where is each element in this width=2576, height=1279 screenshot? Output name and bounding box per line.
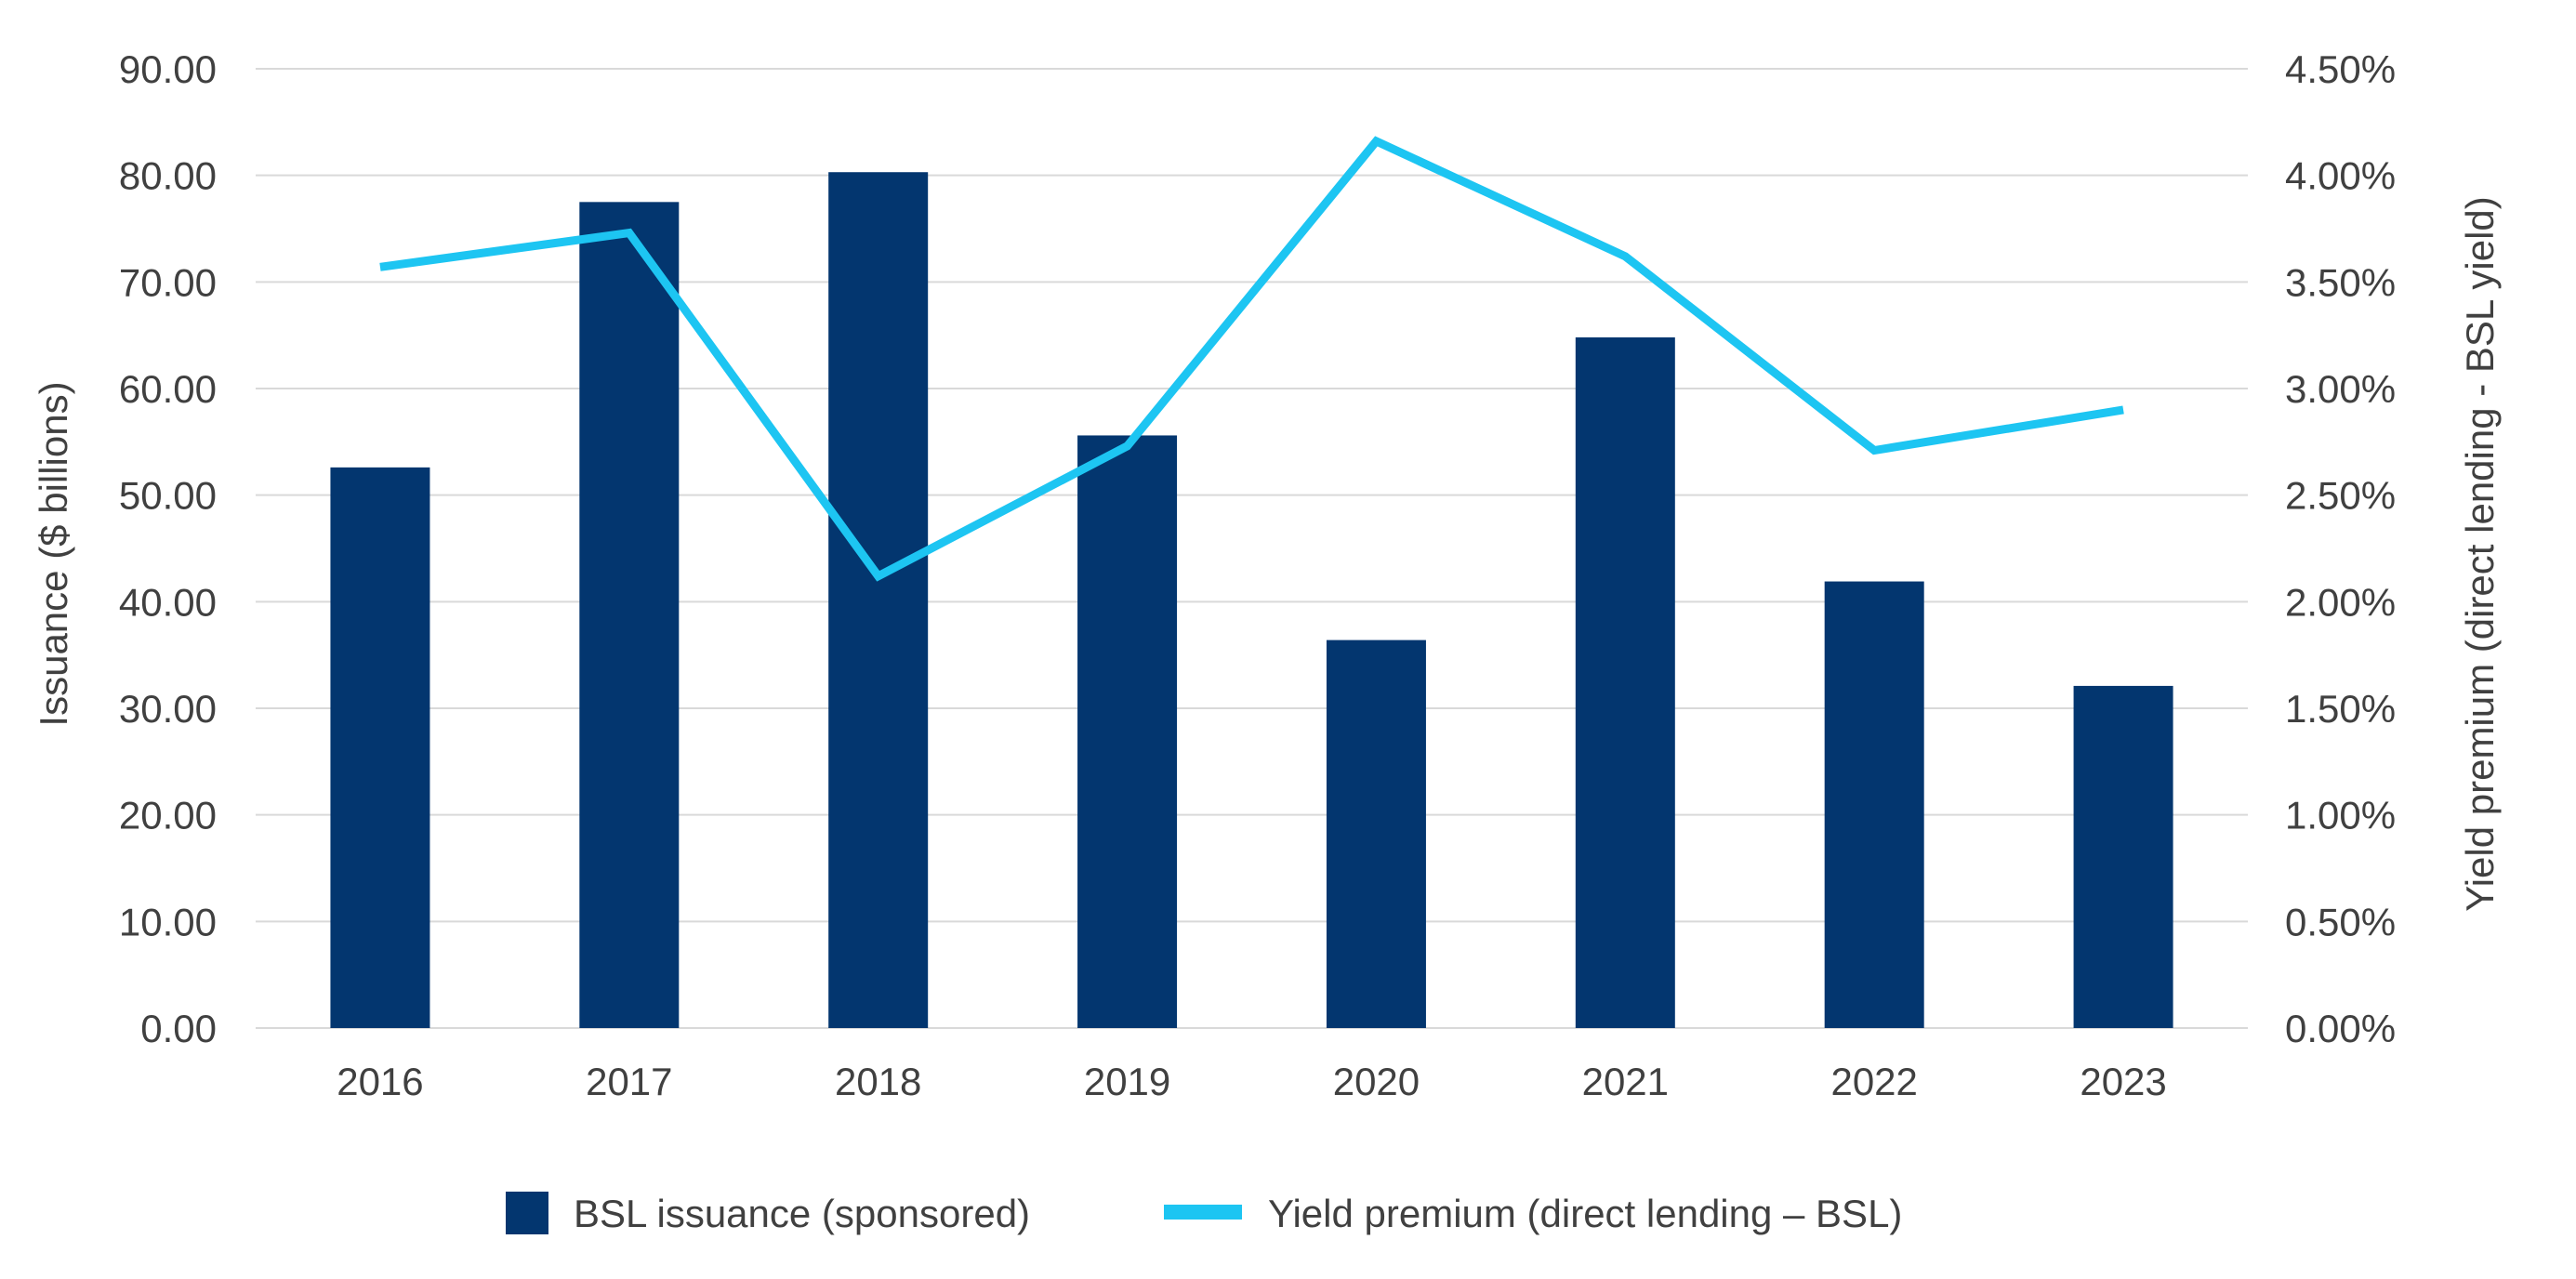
legend-label-line: Yield premium (direct lending – BSL) (1268, 1192, 1902, 1235)
legend: BSL issuance (sponsored) Yield premium (… (506, 1192, 1902, 1235)
y2-tick-label: 3.50% (2285, 260, 2396, 304)
y-tick-label: 80.00 (119, 154, 217, 198)
y-tick-label: 60.00 (119, 367, 217, 411)
legend-label-bar: BSL issuance (sponsored) (574, 1192, 1030, 1235)
y2-tick-label: 1.00% (2285, 794, 2396, 837)
bar (1824, 581, 1924, 1028)
x-tick-label: 2023 (2080, 1060, 2166, 1103)
legend-swatch-line (1164, 1205, 1242, 1220)
x-tick-label: 2016 (337, 1060, 423, 1103)
y2-tick-label: 2.50% (2285, 474, 2396, 518)
x-tick-label: 2017 (586, 1060, 672, 1103)
bar (2073, 685, 2173, 1028)
y2-tick-label: 2.00% (2285, 580, 2396, 624)
line-series (379, 136, 2124, 582)
y2-tick-label: 4.00% (2285, 154, 2396, 198)
series-line (379, 136, 2124, 582)
bar (828, 172, 929, 1028)
x-tick-label: 2022 (1830, 1060, 1917, 1103)
x-tick-label: 2019 (1084, 1060, 1170, 1103)
left-axis-ticks: 0.00 10.00 20.00 30.00 40.00 50.00 60.00 70.00 8… (119, 47, 217, 1050)
y-tick-label: 40.00 (119, 580, 217, 624)
y2-tick-label: 1.50% (2285, 687, 2396, 731)
y-tick-label: 50.00 (119, 474, 217, 518)
legend-swatch-bar (506, 1192, 548, 1234)
x-tick-label: 2020 (1333, 1060, 1420, 1103)
bar (579, 202, 680, 1029)
y-tick-label: 90.00 (119, 47, 217, 91)
y-tick-label: 70.00 (119, 260, 217, 304)
bar (1575, 336, 1675, 1029)
bar (330, 467, 430, 1028)
x-tick-label: 2018 (835, 1060, 921, 1103)
gridlines (256, 68, 2248, 1029)
right-axis-ticks: 0.00% 0.50% 1.00% 1.50% 2.00% 2.50% 3.00% 3.50%… (2285, 47, 2396, 1050)
x-axis-ticks: 2016 2017 2018 2019 2020 2021 2022 2023 (337, 1060, 2167, 1103)
y2-tick-label: 0.00% (2285, 1007, 2396, 1050)
y2-tick-label: 0.50% (2285, 900, 2396, 943)
y-tick-label: 10.00 (119, 900, 217, 943)
bar-series (330, 172, 2173, 1029)
y-axis-title: Issuance ($ billions) (32, 381, 75, 726)
y2-tick-label: 3.00% (2285, 367, 2396, 411)
y-tick-label: 0.00 (140, 1007, 217, 1050)
y2-tick-label: 4.50% (2285, 47, 2396, 91)
bar (1326, 640, 1426, 1028)
y2-axis-title: Yield premium (direct lending - BSL yiel… (2458, 196, 2502, 912)
x-tick-label: 2021 (1582, 1060, 1669, 1103)
y-tick-label: 20.00 (119, 794, 217, 837)
y-tick-label: 30.00 (119, 687, 217, 731)
bar (1077, 435, 1178, 1028)
